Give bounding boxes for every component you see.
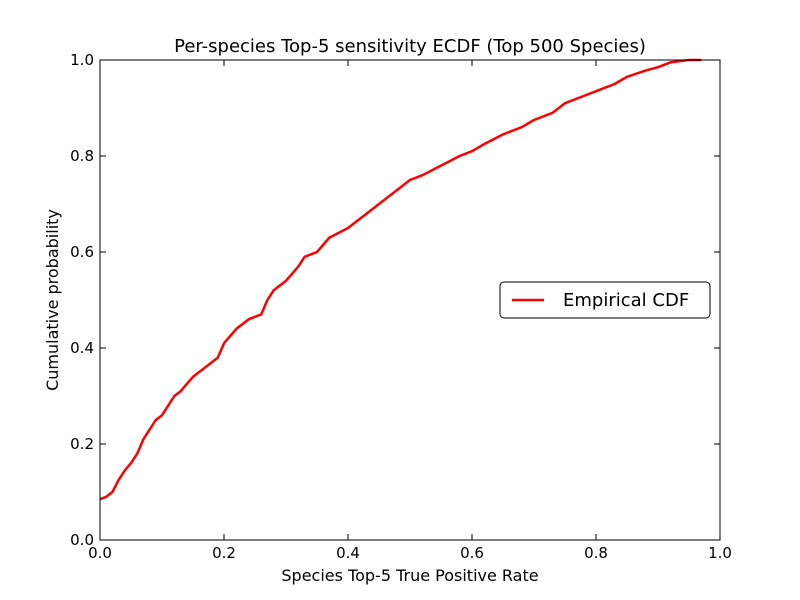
y-tick-label: 0.4: [70, 339, 94, 357]
legend: Empirical CDF: [499, 281, 711, 319]
x-tick-label: 0.4: [336, 544, 360, 562]
y-tick-label: 0.0: [70, 531, 94, 549]
x-tick-label: 0.6: [460, 544, 484, 562]
y-tick-label: 0.6: [70, 243, 94, 261]
x-tick-label: 0.8: [584, 544, 608, 562]
legend-box: [499, 281, 711, 319]
y-tick-label: 0.2: [70, 435, 94, 453]
plot-frame: [99, 59, 721, 541]
x-tick-label: 0.0: [88, 544, 112, 562]
chart-title: Per-species Top-5 sensitivity ECDF (Top …: [174, 36, 646, 57]
legend-label-empirical-cdf: Empirical CDF: [563, 290, 689, 311]
x-tick-label: 1.0: [708, 544, 732, 562]
x-axis-label: Species Top-5 True Positive Rate: [281, 566, 538, 585]
y-tick-label: 1.0: [70, 51, 94, 69]
y-tick-label: 0.8: [70, 147, 94, 165]
series-line-empirical-cdf: [99, 58, 702, 501]
axis-ticks: 0.0 0.2 0.4 0.6 0.8 1.0 0.0 0.2 0.4 0.6 0.8 1.0: [70, 51, 732, 562]
y-axis-label: Cumulative probability: [43, 209, 62, 391]
x-tick-label: 0.2: [212, 544, 236, 562]
